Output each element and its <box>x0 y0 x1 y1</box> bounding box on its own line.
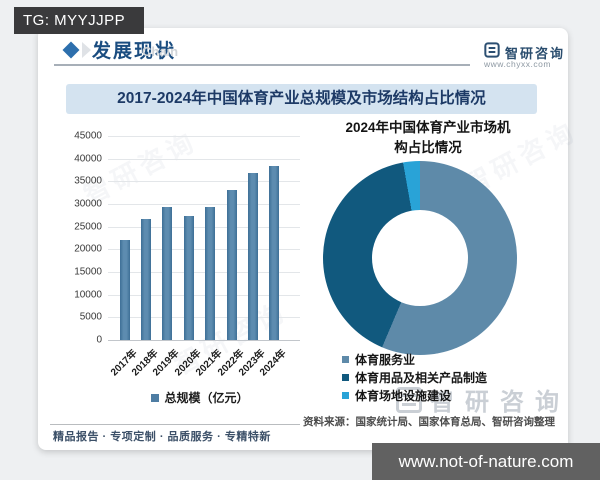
bar-2020年 <box>183 215 194 340</box>
brand-watermark-text: 智研咨询 <box>430 389 570 416</box>
bar-slot <box>242 136 263 340</box>
bar-slot <box>221 136 242 340</box>
donut-legend-label: 体育场地设施建设 <box>355 388 452 403</box>
bar-slot <box>200 136 221 340</box>
footer-tagline: 精品报告 · 专项定制 · 品质服务 · 专精特新 <box>53 431 271 443</box>
legend-label: 总规模（亿元） <box>164 391 249 405</box>
donut-chart-legend: 体育服务业体育用品及相关产品制造 体育场地设施建设 <box>342 350 487 404</box>
bar-2019年 <box>162 206 173 340</box>
zhiyan-logo-icon <box>484 42 500 58</box>
section-title: 发展现状 <box>92 41 177 62</box>
gridline <box>108 249 300 251</box>
y-tick-label: 45000 <box>74 130 102 142</box>
donut-chart-title: 2024年中国体育产业市场机 构占比情况 <box>310 118 546 158</box>
donut-legend-item: 体育服务业 <box>342 350 487 368</box>
gridline <box>108 226 300 228</box>
y-tick-label: 15000 <box>74 266 102 278</box>
gridline <box>108 204 300 205</box>
bar-chart-bars <box>114 136 285 340</box>
legend-swatch <box>151 394 160 402</box>
y-tick-label: 0 <box>96 334 102 346</box>
bar-slot <box>178 136 199 340</box>
bar-2022年 <box>226 190 237 340</box>
brand-watermark: 智研咨询 <box>396 382 570 417</box>
bar-slot <box>135 136 156 340</box>
bar-chart-gridlines <box>108 136 300 341</box>
donut-legend-item: 体育场地设施建设 <box>342 386 487 404</box>
y-tick-label: 40000 <box>74 153 102 165</box>
gridline <box>108 317 300 319</box>
gridline <box>108 294 300 296</box>
y-tick-label: 35000 <box>74 175 102 187</box>
data-source-note: 资料来源：国家统计局、国家体育总局、智研咨询整理 <box>303 416 555 428</box>
donut-legend-swatch <box>342 355 349 363</box>
donut-legend-label: 体育服务业 <box>355 352 416 367</box>
bar-2017年 <box>119 240 130 340</box>
telegram-watermark-bar: TG: MYYJJPP <box>14 7 144 34</box>
donut-title-line2: 构占比情况 <box>394 140 462 155</box>
bar-chart-legend: 总规模（亿元） <box>108 389 292 406</box>
brand-url: www.chyxx.com <box>484 59 551 69</box>
y-tick-label: 10000 <box>74 289 102 301</box>
brand-name: 智研咨询 <box>505 46 566 61</box>
infographic-card: 智研咨询 智研咨询 智研咨询 智研咨询 发展现状 Chain 智研咨询 www.… <box>38 28 583 450</box>
bar-chart-x-axis: 2017年 2018年 2019年 2020年 2021年 2022年 2023年 2024年 <box>109 345 289 389</box>
header-divider <box>54 64 470 66</box>
y-tick-label: 30000 <box>74 198 102 210</box>
bar-slot <box>114 136 135 340</box>
bar-2021年 <box>205 206 216 340</box>
diamond-bullet-icon <box>62 41 80 59</box>
chevron-right-icon <box>82 42 91 58</box>
gridline <box>108 136 300 137</box>
bar-2018年 <box>141 219 152 340</box>
donut-title-line1: 2024年中国体育产业市场机 <box>345 120 511 135</box>
donut-chart <box>323 161 517 355</box>
gridline <box>108 272 300 273</box>
chain-watermark: Chain <box>142 44 179 59</box>
website-watermark-bar: www.not-of-nature.com <box>372 443 600 480</box>
bar-slot <box>157 136 178 340</box>
bar-chart-y-axis: 45000 40000 35000 30000 25000 20000 15000 10000… <box>52 131 102 346</box>
y-tick-label: 25000 <box>74 221 102 233</box>
brand-watermark-logo-icon <box>396 386 422 413</box>
bar-2024年 <box>269 165 280 340</box>
gridline <box>108 158 300 160</box>
y-tick-label: 20000 <box>74 243 102 255</box>
gridline <box>108 181 300 183</box>
chart-banner-title: 2017-2024年中国体育产业总规模及市场结构占比情况 <box>66 84 537 114</box>
donut-legend-swatch <box>342 391 349 399</box>
bar-slot <box>264 136 285 340</box>
footer-divider <box>50 424 300 425</box>
bar-2023年 <box>247 173 258 340</box>
donut-legend-label: 体育用品及相关产品制造 <box>355 370 488 385</box>
y-tick-label: 5000 <box>79 311 102 323</box>
donut-legend-item: 体育用品及相关产品制造 <box>342 368 487 386</box>
x-axis-line <box>108 340 300 341</box>
donut-legend-swatch <box>342 373 349 381</box>
donut-hole <box>372 210 468 306</box>
